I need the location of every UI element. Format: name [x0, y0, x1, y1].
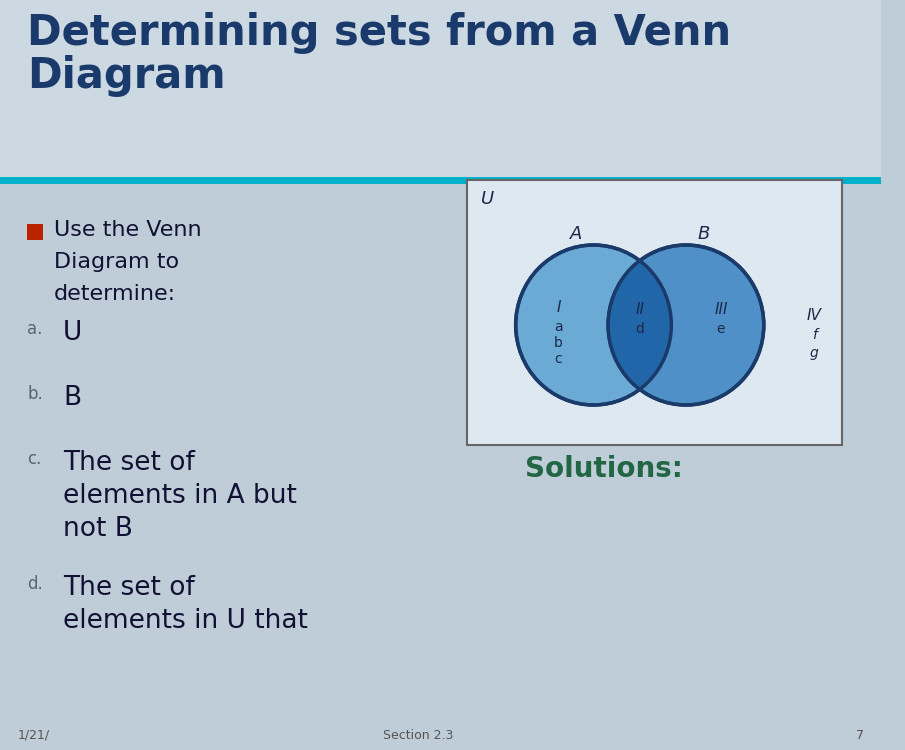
Text: c: c: [555, 352, 562, 366]
Text: IV: IV: [807, 308, 822, 322]
FancyBboxPatch shape: [467, 180, 842, 445]
Text: d.: d.: [27, 575, 43, 593]
Text: U: U: [481, 190, 494, 208]
Text: c.: c.: [27, 450, 42, 468]
Text: f: f: [812, 328, 817, 342]
Text: a.: a.: [27, 320, 43, 338]
Text: A: A: [570, 225, 582, 243]
Text: I: I: [557, 299, 561, 314]
FancyBboxPatch shape: [0, 0, 881, 180]
Text: 1/21/: 1/21/: [17, 729, 50, 742]
Text: g: g: [810, 346, 819, 360]
Text: B: B: [63, 385, 81, 411]
Text: The set of
elements in U that: The set of elements in U that: [63, 575, 308, 634]
Text: III: III: [714, 302, 728, 316]
Text: determine:: determine:: [53, 284, 176, 304]
Text: The set of
elements in A but
not B: The set of elements in A but not B: [63, 450, 297, 542]
Text: Diagram to: Diagram to: [53, 252, 178, 272]
Text: Diagram: Diagram: [27, 55, 226, 97]
Text: b.: b.: [27, 385, 43, 403]
Circle shape: [608, 245, 764, 405]
Text: II: II: [635, 302, 644, 316]
Text: a: a: [554, 320, 563, 334]
Circle shape: [516, 245, 672, 405]
Text: Solutions:: Solutions:: [526, 455, 683, 483]
Text: B: B: [697, 225, 710, 243]
Text: Section 2.3: Section 2.3: [383, 729, 453, 742]
Text: Use the Venn: Use the Venn: [53, 220, 201, 240]
Text: U: U: [63, 320, 82, 346]
Circle shape: [608, 245, 764, 405]
Text: b: b: [554, 336, 563, 350]
Text: d: d: [635, 322, 644, 336]
Text: e: e: [717, 322, 725, 336]
FancyBboxPatch shape: [27, 224, 43, 240]
Text: 7: 7: [856, 729, 864, 742]
FancyBboxPatch shape: [0, 180, 881, 750]
Text: Determining sets from a Venn: Determining sets from a Venn: [27, 12, 731, 54]
